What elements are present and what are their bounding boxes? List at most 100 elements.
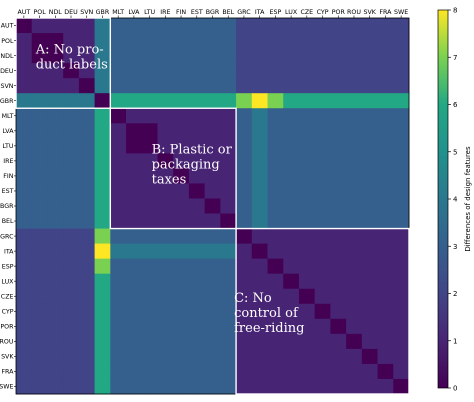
cell-CYP-GRC [236, 303, 253, 320]
y-tick-POR: POR [0, 324, 14, 331]
cell-FRA-CYP [314, 363, 331, 380]
cell-ROU-POL [31, 333, 48, 350]
cell-POL-BGR [204, 33, 221, 49]
cell-GBR-LTU [141, 93, 158, 109]
cell-BEL-LUX [283, 213, 300, 229]
cell-LUX-SWE [393, 273, 410, 290]
cell-LVA-MLT [110, 123, 127, 139]
cell-FIN-BGR [204, 168, 221, 184]
cell-ESP-ESP [267, 258, 284, 275]
cell-POR-GRC [236, 318, 253, 335]
cell-FRA-SVK [361, 363, 378, 380]
cell-FIN-CYP [314, 168, 331, 184]
cell-SVN-FIN [173, 78, 190, 94]
cell-NDL-CZE [298, 48, 316, 64]
cell-BGR-SVN [78, 198, 95, 214]
y-tick-LTU: LTU [2, 143, 13, 150]
cell-CZE-DEU [63, 288, 80, 305]
x-tick-POL: POL [33, 9, 46, 16]
cell-SVK-BEL [220, 348, 237, 365]
cell-GRC-AUT [16, 228, 33, 244]
cell-EST-POR [330, 183, 347, 199]
y-tick-labels: AUT POL NDL DEU SVN GBR MLT LVA LTU IRE FIN EST BGR B… [0, 23, 16, 391]
cell-AUT-POR [330, 18, 347, 34]
x-tick-IRE: IRE [160, 9, 170, 16]
cell-SVN-SWE [393, 78, 410, 94]
cell-CYP-SVK [361, 303, 378, 320]
cell-DEU-SVK [361, 63, 378, 79]
cell-SVN-POL [31, 78, 48, 94]
cell-CYP-ESP [267, 303, 284, 320]
cell-FRA-GBR [94, 363, 111, 380]
x-tick-FRA: FRA [379, 9, 392, 16]
cell-LUX-DEU [63, 273, 80, 290]
cell-EST-MLT [110, 183, 127, 199]
cell-SVK-GRC [236, 348, 253, 365]
x-tick-CZE: CZE [300, 9, 313, 16]
cell-BEL-AUT [16, 213, 33, 229]
cell-POR-AUT [16, 318, 33, 335]
cell-BGR-MLT [110, 198, 127, 214]
cell-IRE-BEL [220, 153, 237, 169]
cell-BGR-ITA [251, 198, 268, 214]
cell-LTU-SWE [393, 138, 410, 154]
cell-BGR-SWE [393, 198, 410, 214]
cell-GBR-POR [330, 93, 347, 109]
x-tick-LVA: LVA [128, 9, 140, 16]
cell-SVN-FRA [377, 78, 394, 94]
cell-CYP-BEL [220, 303, 237, 320]
cell-MLT-POR [330, 108, 347, 124]
cluster-3-label-line-2: control of [234, 306, 299, 321]
cell-SWE-LTU [141, 378, 158, 395]
cell-ROU-GRC [236, 333, 253, 350]
cell-CZE-BGR [204, 288, 221, 305]
cell-POL-LTU [141, 33, 158, 49]
cell-LTU-GBR [94, 138, 111, 154]
cell-ROU-BGR [204, 333, 221, 350]
cell-DEU-IRE [157, 63, 174, 79]
cell-NDL-IRE [157, 48, 174, 64]
cell-ITA-IRE [157, 243, 174, 260]
cell-EST-CYP [314, 183, 331, 199]
cell-BEL-POR [330, 213, 347, 229]
cell-FIN-MLT [110, 168, 127, 184]
cell-LUX-FIN [173, 273, 190, 290]
cell-ROU-NDL [47, 333, 64, 350]
cell-POL-FIN [173, 33, 190, 49]
cell-EST-ESP [267, 183, 284, 199]
cell-SWE-CZE [298, 378, 316, 395]
cell-SVK-NDL [47, 348, 64, 365]
cell-LVA-LUX [283, 123, 300, 139]
cell-SWE-POR [330, 378, 347, 395]
cell-DEU-POL [31, 63, 48, 79]
cell-AUT-LVA [126, 18, 143, 34]
x-tick-SVN: SVN [80, 9, 93, 16]
cell-SVN-BGR [204, 78, 221, 94]
cell-GRC-GBR [94, 228, 111, 244]
cell-CZE-BEL [220, 288, 237, 305]
cell-GRC-DEU [63, 228, 80, 244]
cell-ESP-LUX [283, 258, 300, 275]
cell-LTU-IRE [157, 138, 174, 154]
cell-FIN-AUT [16, 168, 33, 184]
cell-FRA-SWE [393, 363, 410, 380]
cell-ITA-ESP [267, 243, 284, 260]
cell-IRE-GRC [236, 153, 253, 169]
cell-SVN-GRC [236, 78, 253, 94]
cell-GRC-NDL [47, 228, 64, 244]
cell-ROU-FRA [377, 333, 394, 350]
cell-LTU-ESP [267, 138, 284, 154]
y-tick-SVK: SVK [1, 354, 14, 361]
cell-GBR-MLT [110, 93, 127, 109]
cell-AUT-SVK [361, 18, 378, 34]
cell-BGR-FIN [173, 198, 190, 214]
y-tick-ITA: ITA [4, 248, 14, 255]
cell-BEL-NDL [47, 213, 64, 229]
cell-GBR-CZE [298, 93, 316, 109]
cell-BEL-GRC [236, 213, 253, 229]
cell-ITA-LUX [283, 243, 300, 260]
cell-ITA-BGR [204, 243, 221, 260]
cell-BGR-LTU [141, 198, 158, 214]
cell-CYP-POR [330, 303, 347, 320]
x-tick-BEL: BEL [222, 9, 234, 16]
